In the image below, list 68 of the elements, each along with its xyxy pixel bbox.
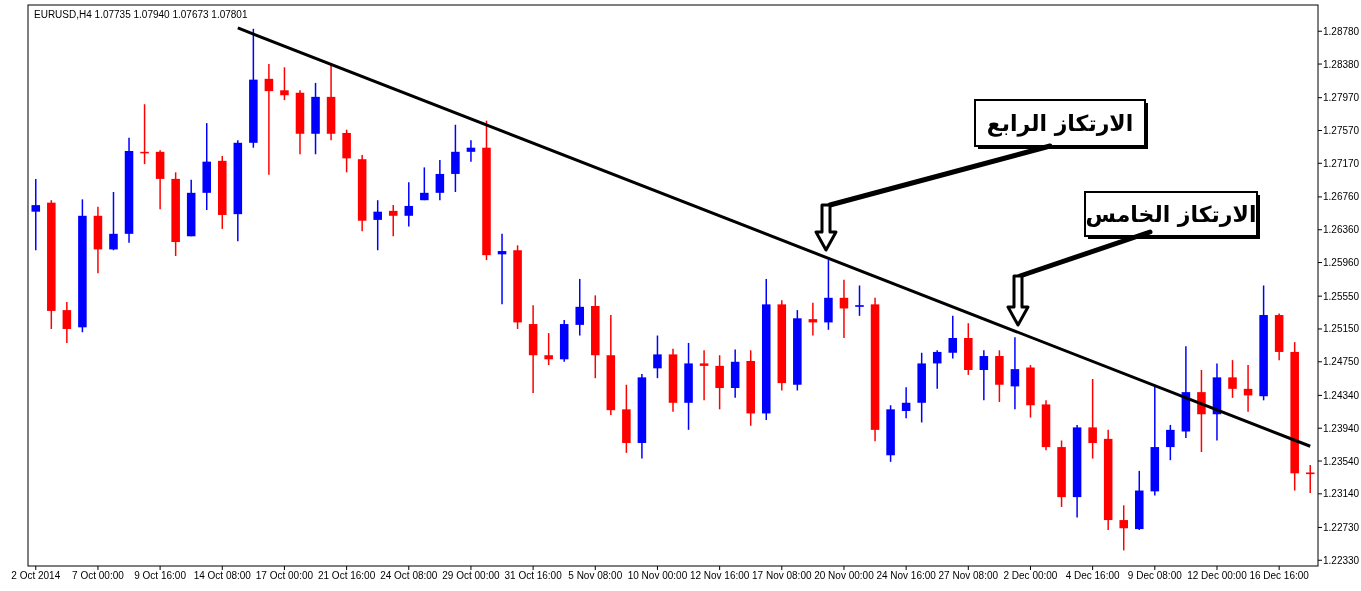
y-tick-label: 1.23140 bbox=[1323, 488, 1360, 500]
x-tick-label: 21 Oct 16:00 bbox=[317, 570, 376, 581]
candlestick bbox=[420, 166, 429, 201]
y-tick-label: 1.22730 bbox=[1323, 521, 1360, 533]
candlestick bbox=[979, 349, 989, 402]
x-tick-label: 17 Nov 08:00 bbox=[752, 570, 812, 581]
x-tick-label: 20 Nov 00:00 bbox=[814, 570, 875, 581]
candlestick bbox=[466, 139, 476, 163]
y-tick-label: 1.25150 bbox=[1323, 323, 1360, 335]
x-tick-label: 2 Dec 00:00 bbox=[1003, 570, 1058, 581]
y-tick-label: 1.23540 bbox=[1323, 455, 1360, 467]
annotation: الارتكاز الرابع bbox=[986, 110, 1134, 137]
candlestick bbox=[435, 159, 445, 201]
candlestick bbox=[451, 124, 460, 193]
candlestick bbox=[264, 63, 274, 176]
candlestick bbox=[544, 332, 553, 366]
x-tick-label: 29 Oct 00:00 bbox=[442, 570, 501, 581]
candlestick bbox=[31, 178, 41, 251]
x-tick-label: 16 Dec 16:00 bbox=[1249, 570, 1310, 581]
x-tick-label: 7 Oct 00:00 bbox=[72, 570, 125, 581]
y-tick-label: 1.25960 bbox=[1323, 257, 1360, 269]
y-tick-label: 1.25550 bbox=[1323, 290, 1360, 302]
annotation: الارتكاز الخامس bbox=[1085, 201, 1257, 227]
candlestick bbox=[901, 386, 911, 420]
candlestick bbox=[699, 349, 709, 402]
candlestick bbox=[404, 181, 414, 228]
candlestick bbox=[1010, 336, 1020, 411]
y-tick-label: 1.26360 bbox=[1323, 224, 1360, 236]
y-tick-label: 1.24340 bbox=[1323, 389, 1360, 401]
x-tick-label: 17 Oct 00:00 bbox=[255, 570, 314, 581]
candlestick bbox=[62, 301, 72, 344]
y-tick-label: 1.27170 bbox=[1323, 157, 1360, 169]
candlestick bbox=[932, 349, 942, 390]
x-tick-label: 9 Dec 08:00 bbox=[1127, 570, 1183, 581]
y-tick-label: 1.26760 bbox=[1323, 191, 1360, 203]
y-tick-label: 1.22330 bbox=[1323, 554, 1360, 566]
candlestick bbox=[1228, 359, 1237, 399]
x-tick-label: 27 Nov 08:00 bbox=[938, 570, 999, 581]
x-tick-label: 24 Nov 16:00 bbox=[876, 570, 937, 581]
y-tick-label: 1.27570 bbox=[1323, 124, 1360, 136]
x-tick-label: 24 Oct 08:00 bbox=[380, 570, 438, 581]
x-tick-label: 12 Dec 00:00 bbox=[1187, 570, 1248, 581]
candlestick bbox=[948, 315, 958, 360]
x-tick-label: 2 Oct 2014 bbox=[11, 570, 61, 581]
x-tick-label: 31 Oct 16:00 bbox=[504, 570, 563, 581]
candlestick bbox=[1119, 504, 1128, 552]
chart-title: EURUSD,H4 1.07735 1.07940 1.07673 1.07801 bbox=[34, 9, 248, 20]
x-tick-label: 9 Oct 16:00 bbox=[134, 570, 187, 581]
candlestick bbox=[109, 191, 118, 251]
candlestick bbox=[280, 66, 289, 101]
candlestick bbox=[1088, 378, 1097, 460]
candlestick bbox=[653, 334, 662, 379]
y-tick-label: 1.28780 bbox=[1323, 25, 1360, 37]
x-tick-label: 10 Nov 00:00 bbox=[627, 570, 688, 581]
y-tick-label: 1.24750 bbox=[1323, 356, 1360, 368]
candlestick bbox=[373, 199, 382, 251]
candlestick bbox=[715, 354, 724, 411]
candlestick bbox=[1166, 424, 1175, 461]
x-tick-label: 12 Nov 16:00 bbox=[689, 570, 750, 581]
y-tick-label: 1.27970 bbox=[1323, 92, 1360, 104]
y-tick-label: 1.23940 bbox=[1323, 422, 1360, 434]
candlestick bbox=[855, 284, 864, 317]
x-tick-label: 4 Dec 16:00 bbox=[1065, 570, 1121, 581]
candlestick bbox=[575, 278, 585, 337]
x-tick-label: 5 Nov 08:00 bbox=[568, 570, 623, 581]
y-tick-label: 1.28380 bbox=[1323, 58, 1360, 70]
x-tick-label: 14 Oct 08:00 bbox=[193, 570, 252, 581]
candlestick bbox=[388, 204, 398, 238]
